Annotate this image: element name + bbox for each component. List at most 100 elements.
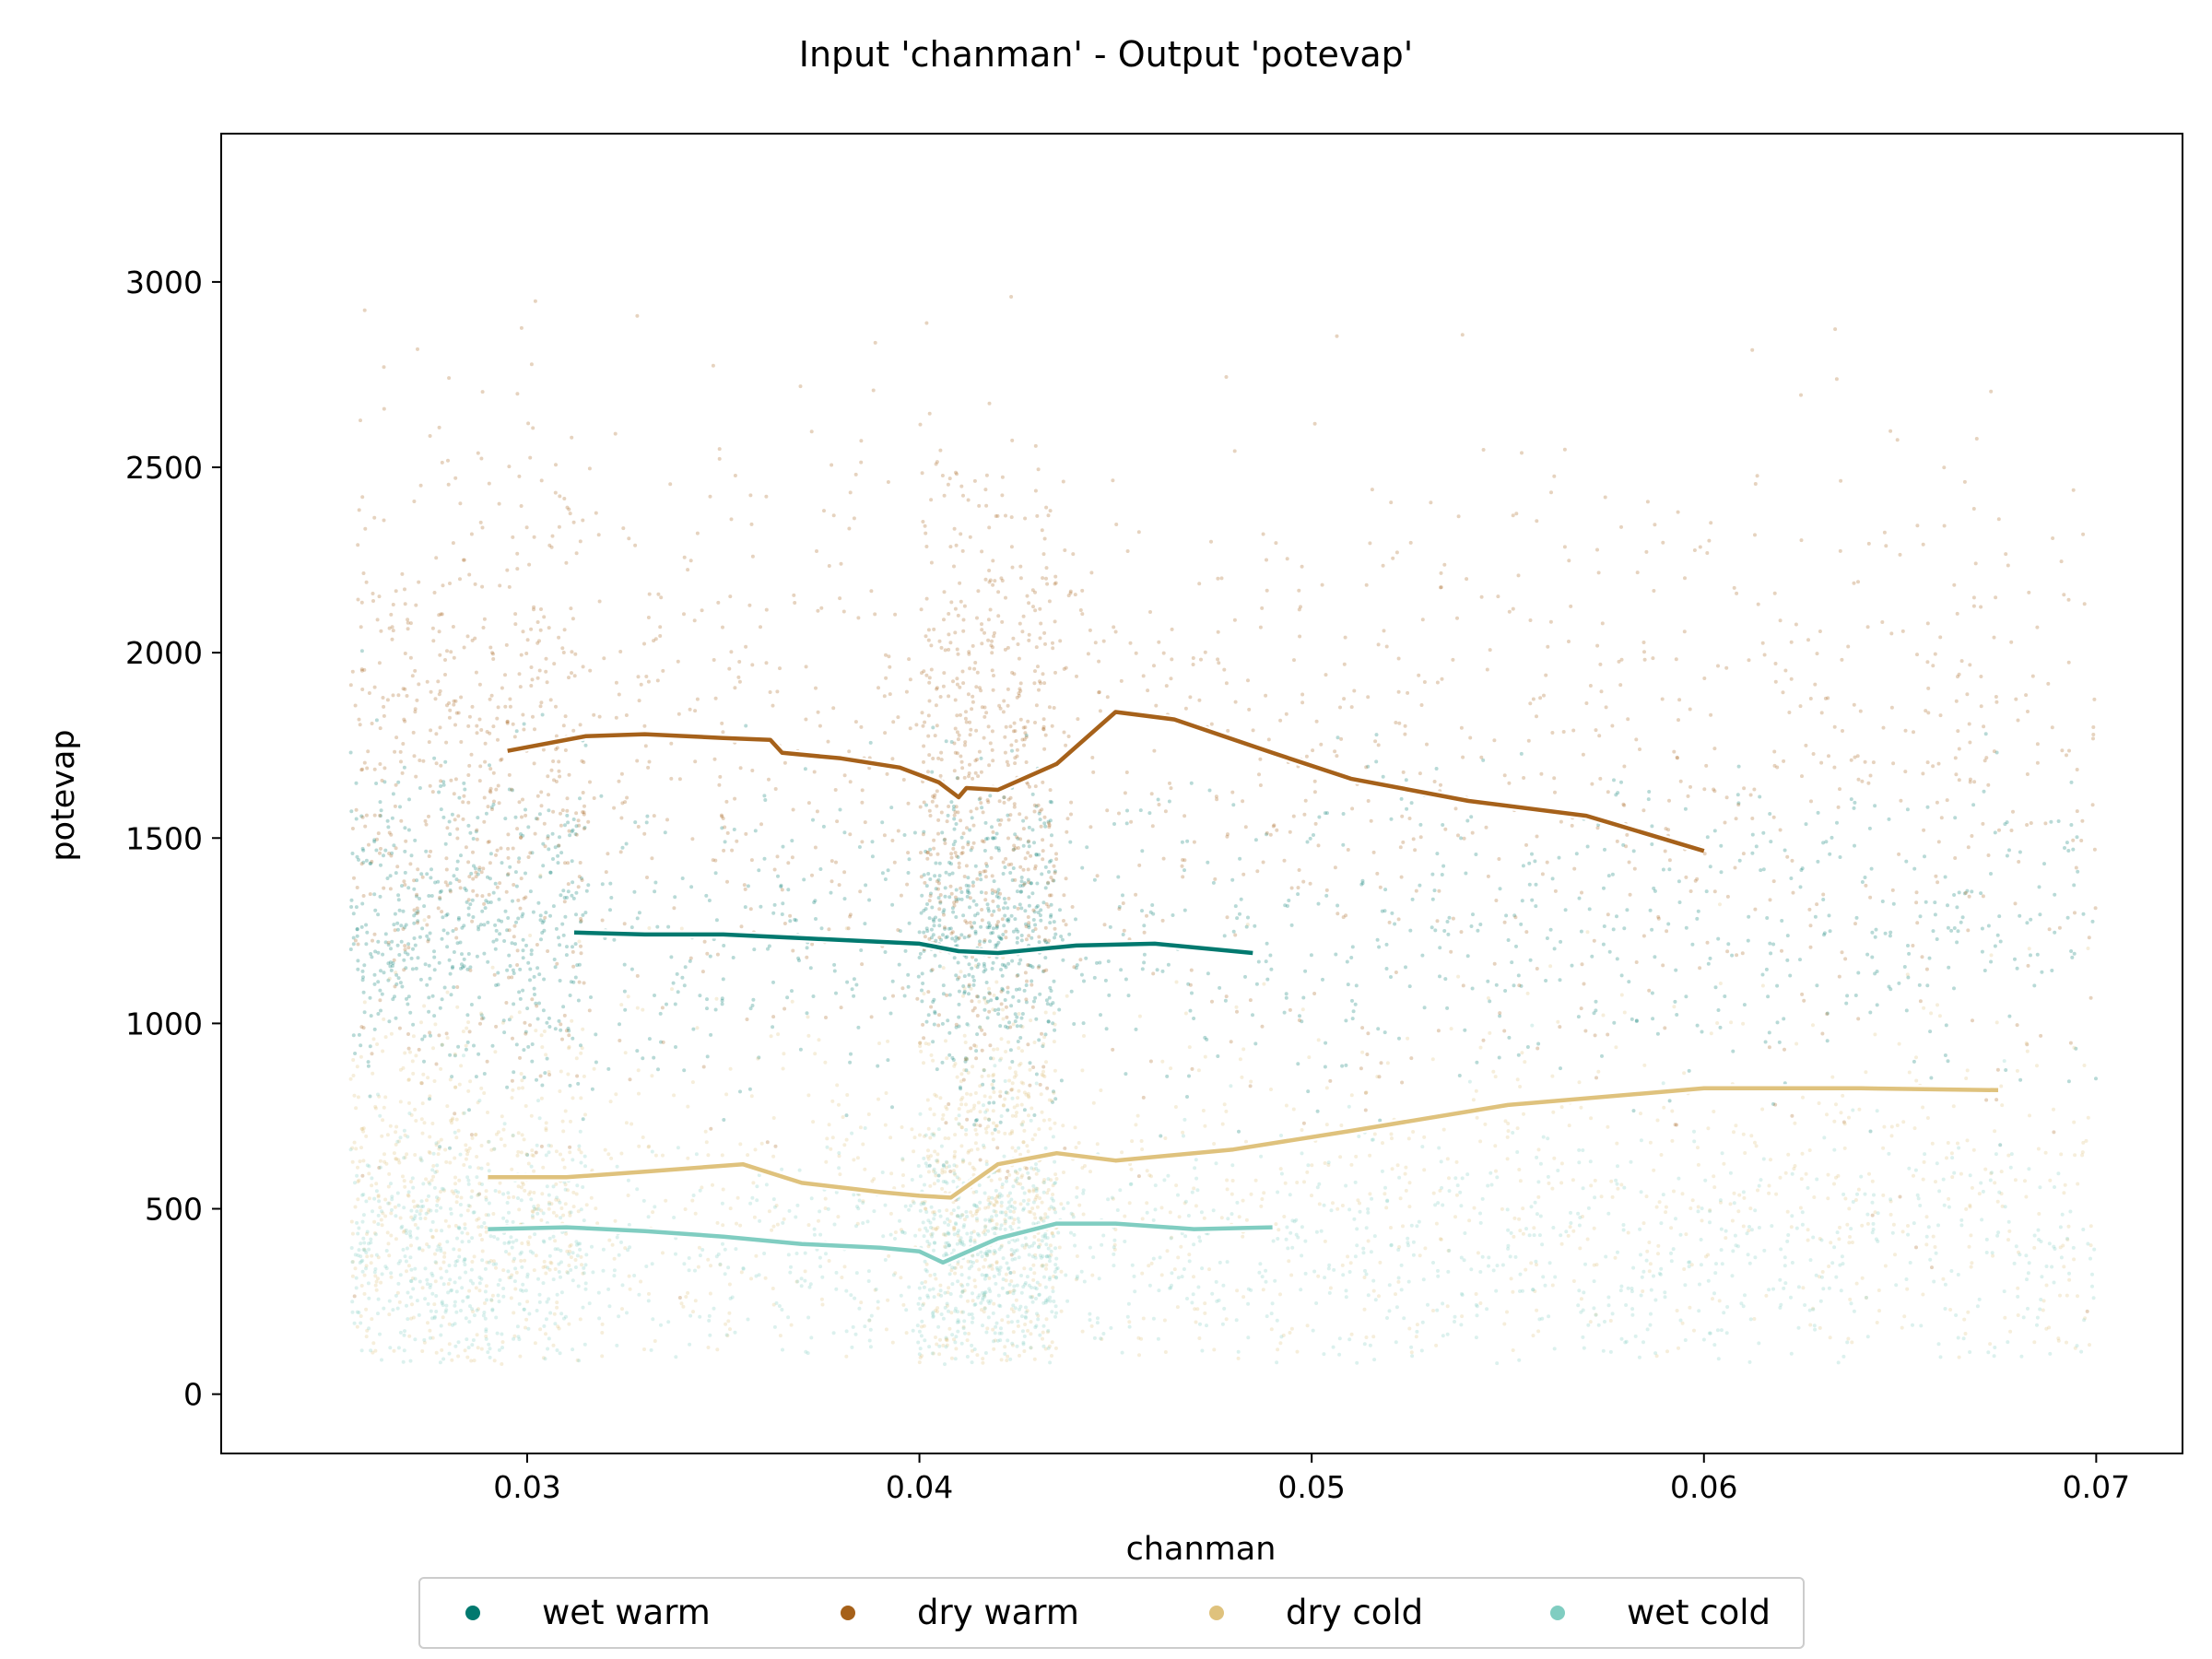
scatter-point [1018, 902, 1022, 907]
scatter-point [1046, 819, 1051, 824]
scatter-point [2071, 838, 2076, 842]
scatter-point [2094, 1077, 2098, 1081]
scatter-point [1968, 777, 1972, 782]
scatter-point [366, 1064, 371, 1068]
scatter-point [1006, 896, 1011, 900]
scatter-point [1644, 1194, 1649, 1199]
scatter-point [378, 894, 382, 899]
scatter-point [579, 916, 583, 921]
scatter-point [1539, 771, 1544, 776]
scatter-point [1873, 1032, 1877, 1037]
scatter-point [521, 797, 524, 802]
scatter-point [1124, 821, 1129, 826]
scatter-point [550, 831, 555, 836]
scatter-point [762, 856, 767, 861]
scatter-point [432, 955, 437, 959]
scatter-point [1601, 942, 1606, 947]
scatter-point [1544, 979, 1548, 982]
scatter-point [1422, 680, 1427, 684]
scatter-point [1684, 994, 1688, 999]
scatter-point [819, 926, 824, 931]
scatter-point [578, 861, 582, 865]
scatter-point [1041, 552, 1046, 557]
scatter-point [952, 900, 957, 905]
scatter-point [1297, 588, 1301, 593]
scatter-point [511, 788, 514, 793]
scatter-point [1807, 907, 1812, 912]
scatter-point [1619, 1182, 1624, 1187]
scatter-point [1181, 858, 1185, 862]
scatter-point [859, 948, 864, 952]
scatter-point [353, 703, 358, 708]
scatter-point [2037, 885, 2041, 889]
scatter-point [1540, 872, 1545, 877]
scatter-point [510, 941, 514, 946]
scatter-point [1521, 864, 1525, 868]
scatter-point [2075, 809, 2079, 814]
scatter-point [1040, 1110, 1044, 1114]
scatter-point [1644, 549, 1649, 554]
scatter-point [973, 931, 978, 935]
scatter-point [1923, 854, 1926, 859]
scatter-point [432, 1014, 437, 1018]
scatter-point [1105, 808, 1110, 813]
scatter-point [576, 1209, 581, 1214]
scatter-point [1299, 605, 1302, 609]
scatter-point [2005, 853, 2009, 858]
scatter-point [386, 978, 391, 982]
scatter-point [1994, 595, 1998, 600]
scatter-point [924, 545, 929, 548]
scatter-point [2050, 969, 2054, 972]
scatter-point [1853, 922, 1857, 926]
scatter-point [2092, 847, 2097, 852]
scatter-point [1235, 1009, 1239, 1014]
scatter-point [581, 1027, 585, 1031]
scatter-point [398, 805, 402, 809]
scatter-point [533, 831, 537, 836]
scatter-point [1381, 774, 1385, 779]
scatter-point [725, 879, 729, 884]
scatter-point [562, 896, 567, 900]
scatter-point [477, 927, 481, 932]
scatter-point [469, 752, 474, 757]
scatter-point [1018, 1152, 1023, 1157]
scatter-point [996, 1012, 1001, 1017]
scatter-point [507, 465, 512, 469]
scatter-point [355, 886, 359, 889]
scatter-point [389, 853, 394, 858]
scatter-point [2071, 847, 2076, 852]
scatter-point [1338, 705, 1342, 710]
scatter-point [683, 1207, 688, 1211]
scatter-point [477, 865, 482, 870]
scatter-point [528, 1190, 533, 1194]
scatter-point [2050, 725, 2054, 730]
scatter-point [2088, 1343, 2091, 1347]
scatter-point [976, 962, 981, 967]
scatter-point [1656, 1252, 1660, 1256]
scatter-point [361, 848, 366, 853]
scatter-point [958, 1085, 962, 1089]
scatter-point [1042, 536, 1047, 541]
scatter-point [1044, 1317, 1049, 1322]
scatter-point [1218, 985, 1222, 990]
scatter-point [1026, 840, 1030, 844]
scatter-point [374, 848, 379, 853]
scatter-point [368, 892, 372, 897]
scatter-point [982, 1116, 987, 1121]
scatter-point [376, 980, 381, 984]
scatter-point [767, 777, 771, 782]
scatter-point [1034, 905, 1039, 910]
scatter-point [922, 1134, 926, 1138]
scatter-point [863, 922, 867, 926]
scatter-point [937, 639, 942, 643]
scatter-point [429, 894, 434, 898]
scatter-point [772, 902, 777, 907]
scatter-point [1838, 855, 1842, 859]
scatter-point [1255, 869, 1260, 874]
scatter-point [412, 1205, 417, 1209]
scatter-point [472, 1359, 477, 1363]
scatter-point [555, 746, 559, 750]
scatter-point [1190, 1066, 1194, 1071]
scatter-point [1413, 848, 1418, 853]
scatter-point [1018, 884, 1023, 888]
